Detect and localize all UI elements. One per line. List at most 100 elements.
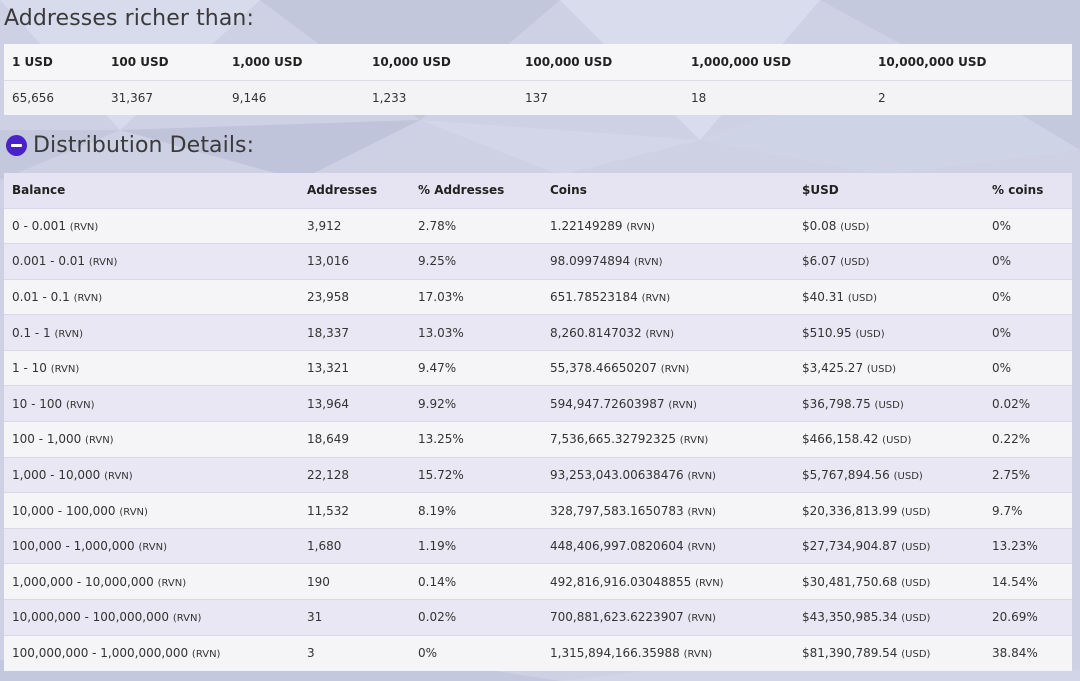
unit-label: (USD)	[901, 542, 931, 554]
cell-value: 0.02%	[992, 396, 1031, 411]
pct-addresses-cell: 0%	[410, 634, 542, 671]
balance-cell: 1,000,000 - 10,000,000 (RVN)	[4, 563, 299, 600]
unit-label: (USD)	[901, 577, 931, 589]
table-row: 10 - 100 (RVN) 13,964 9.92% 594,947.7260398…	[4, 385, 1072, 422]
addresses-cell: 22,128	[299, 456, 410, 493]
cell-value: 0%	[992, 289, 1012, 304]
table-cell: 31,367	[111, 90, 153, 105]
cell-value: 18,337	[307, 325, 349, 340]
addresses-cell: 31	[299, 599, 410, 636]
usd-cell: $20,336,813.99 (USD)	[794, 492, 984, 529]
pct-coins-cell: 38.84%	[984, 634, 1072, 671]
pct-addresses-cell: 9.47%	[410, 349, 542, 386]
richer-than-table: 1 USD 100 USD 1,000 USD 10,000 USD 100,0…	[4, 44, 1072, 115]
cell-value: 492,816,916.03048855	[550, 574, 692, 589]
coins-cell: 93,253,043.00638476 (RVN)	[542, 456, 794, 493]
pct-coins-cell: 0%	[984, 349, 1072, 386]
usd-cell: $0.08 (USD)	[794, 207, 984, 244]
column-header: 1 USD	[4, 44, 103, 81]
table-cell: 65,656	[12, 90, 54, 105]
cell-value: 0.02%	[418, 610, 457, 625]
cell-value: $466,158.42	[802, 432, 879, 447]
cell-value: 13.25%	[418, 432, 464, 447]
table-row: 10,000,000 - 100,000,000 (RVN) 31 0.02% 700…	[4, 599, 1072, 636]
pct-addresses-cell: 9.25%	[410, 243, 542, 280]
column-header: 10,000 USD	[364, 44, 517, 81]
table-row: 1 - 10 (RVN) 13,321 9.47% 55,378.46650207 (…	[4, 349, 1072, 386]
table-row: 0.01 - 0.1 (RVN) 23,958 17.03% 651.78523184…	[4, 278, 1072, 315]
unit-label: (USD)	[882, 435, 912, 447]
unit-label: (RVN)	[660, 364, 690, 376]
cell-value: 1.22149289	[550, 218, 623, 233]
usd-cell: $3,425.27 (USD)	[794, 349, 984, 386]
table-row: 1,000 - 10,000 (RVN) 22,128 15.72% 93,253,0…	[4, 456, 1072, 493]
distribution-details-header[interactable]: Distribution Details:	[6, 133, 254, 158]
cell-value: 13,964	[307, 396, 349, 411]
coins-cell: 700,881,623.6223907 (RVN)	[542, 599, 794, 636]
pct-coins-cell: 13.23%	[984, 527, 1072, 564]
pct-coins-cell: 0.02%	[984, 385, 1072, 422]
distribution-table: Balance Addresses % Addresses Coins $USD…	[4, 173, 1072, 671]
cell-value: 9.92%	[418, 396, 457, 411]
usd-cell: $466,158.42 (USD)	[794, 421, 984, 458]
balance-cell: 10 - 100 (RVN)	[4, 385, 299, 422]
pct-addresses-cell: 9.92%	[410, 385, 542, 422]
unit-label: (RVN)	[172, 613, 202, 625]
column-header-addresses: Addresses	[307, 183, 378, 198]
usd-cell: $40.31 (USD)	[794, 278, 984, 315]
cell-value: 0 - 0.001	[12, 218, 66, 233]
balance-cell: 0.001 - 0.01 (RVN)	[4, 243, 299, 280]
cell-value: 0%	[992, 218, 1012, 233]
cell-value: 0%	[418, 646, 438, 661]
cell-value: $3,425.27	[802, 361, 864, 376]
addresses-cell: 3	[299, 634, 410, 671]
unit-label: (RVN)	[73, 292, 103, 304]
cell-value: 13,321	[307, 361, 349, 376]
cell-value: 1.19%	[418, 539, 457, 554]
minus-circle-icon[interactable]	[6, 135, 27, 156]
coins-cell: 651.78523184 (RVN)	[542, 278, 794, 315]
cell-value: 13,016	[307, 254, 349, 269]
cell-value: 0.14%	[418, 574, 457, 589]
table-row: 100,000,000 - 1,000,000,000 (RVN) 3 0% 1,31…	[4, 634, 1072, 671]
unit-label: (RVN)	[634, 257, 663, 269]
coins-cell: 1.22149289 (RVN)	[542, 207, 794, 244]
table-cell: 137	[525, 90, 548, 105]
unit-label: (RVN)	[104, 470, 133, 482]
column-header-coins: Coins	[550, 183, 587, 198]
cell-value: 23,958	[307, 289, 349, 304]
usd-cell: $36,798.75 (USD)	[794, 385, 984, 422]
pct-coins-cell: 0%	[984, 243, 1072, 280]
column-header-pct-addresses: % Addresses	[418, 183, 505, 198]
table-row: 100 - 1,000 (RVN) 18,649 13.25% 7,536,665.3…	[4, 421, 1072, 458]
pct-addresses-cell: 2.78%	[410, 207, 542, 244]
unit-label: (RVN)	[687, 613, 716, 625]
balance-cell: 100,000,000 - 1,000,000,000 (RVN)	[4, 634, 299, 671]
table-row: 0.1 - 1 (RVN) 18,337 13.03% 8,260.8147032 (…	[4, 314, 1072, 351]
addresses-cell: 3,912	[299, 207, 410, 244]
cell-value: 594,947.72603987	[550, 396, 665, 411]
cell-value: $27,734,904.87	[802, 539, 898, 554]
cell-value: 38.84%	[992, 646, 1038, 661]
cell-value: 18,649	[307, 432, 349, 447]
pct-addresses-cell: 0.02%	[410, 599, 542, 636]
cell-value: 7,536,665.32792325	[550, 432, 676, 447]
balance-cell: 100 - 1,000 (RVN)	[4, 421, 299, 458]
column-header: 100 USD	[103, 44, 224, 81]
usd-cell: $510.95 (USD)	[794, 314, 984, 351]
cell-value: 0.22%	[992, 432, 1031, 447]
usd-cell: $27,734,904.87 (USD)	[794, 527, 984, 564]
cell-value: $6.07	[802, 254, 837, 269]
table-row: 0.001 - 0.01 (RVN) 13,016 9.25% 98.09974894…	[4, 243, 1072, 280]
balance-cell: 0.1 - 1 (RVN)	[4, 314, 299, 351]
unit-label: (USD)	[901, 613, 931, 625]
table-header-row: 1 USD 100 USD 1,000 USD 10,000 USD 100,0…	[4, 44, 1072, 81]
usd-cell: $43,350,985.34 (USD)	[794, 599, 984, 636]
cell-value: $81,390,789.54	[802, 646, 898, 661]
addresses-cell: 13,016	[299, 243, 410, 280]
coins-cell: 492,816,916.03048855 (RVN)	[542, 563, 794, 600]
pct-coins-cell: 0%	[984, 314, 1072, 351]
addresses-cell: 23,958	[299, 278, 410, 315]
cell-value: 328,797,583.1650783	[550, 503, 684, 518]
unit-label: (USD)	[901, 649, 931, 661]
